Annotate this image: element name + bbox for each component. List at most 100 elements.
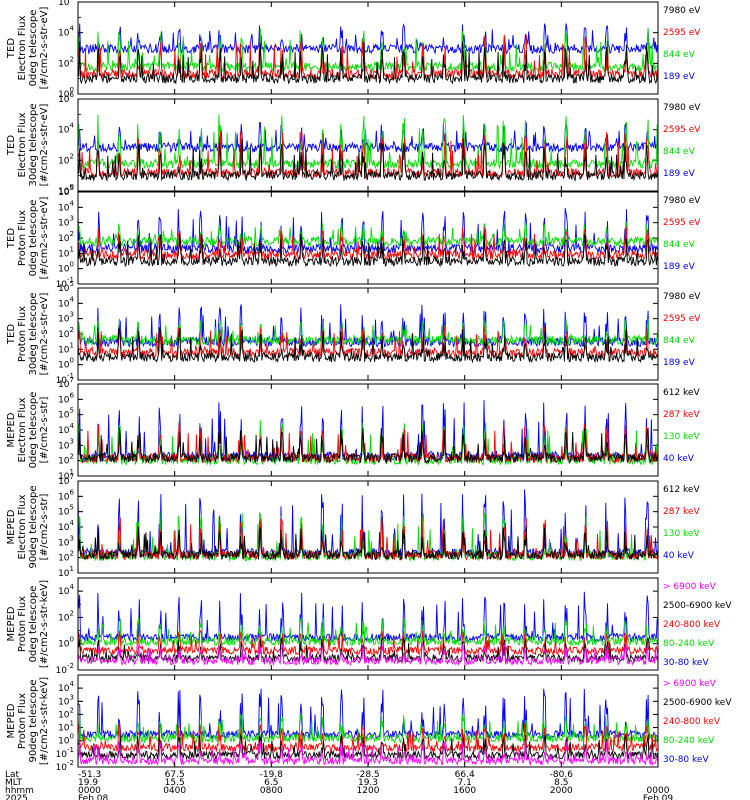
y-tick-label: 104 — [58, 25, 74, 39]
series-line — [78, 642, 658, 667]
y-label-line: 0deg telescope — [28, 10, 39, 87]
y-label-line: [#/cm2-s-str-keV] — [39, 580, 50, 668]
y-label-line: TED — [6, 228, 17, 249]
legend-entry: 287 keV — [663, 507, 700, 517]
panel-5: MEPED Electron Flux 0deg telescope [#/cm2-s… — [6, 376, 700, 482]
y-tick-label: 100 — [58, 636, 74, 650]
series-line — [78, 221, 658, 248]
y-tick-label: 101 — [58, 468, 74, 482]
x-row-label: MLT — [5, 778, 23, 788]
y-tick-label: 107 — [58, 473, 74, 487]
y-tick-label: 102 — [58, 55, 74, 69]
legend-entry: 844 eV — [663, 50, 696, 60]
y-label-line: [#/cm2-s-str-eV] — [39, 7, 50, 90]
legend-entry: 2595 eV — [663, 125, 701, 135]
y-label-line: 90deg telescope — [28, 679, 39, 762]
panel-6: MEPED Electron Flux 90deg telescope [#/cm2-… — [6, 473, 700, 579]
y-axis-label: TED Proton Flux 0deg telescope [#/cm2-s-str… — [6, 197, 50, 280]
x-tick-label: Feb 08 — [78, 794, 109, 800]
panel-8: MEPED Proton Flux 90deg telescope [#/cm2-s-… — [6, 674, 732, 773]
y-label-line: [#/cm2-s-str-eV] — [39, 104, 50, 187]
series-line — [78, 233, 658, 268]
legend-entry: 612 keV — [663, 485, 700, 495]
x-tick-label: 0400 — [163, 786, 186, 796]
x-tick-label: 19.9 — [78, 778, 98, 788]
y-tick-label: 10-1 — [56, 746, 74, 760]
y-label-line: [#/cm2-s-str-keV] — [39, 677, 50, 765]
y-tick-label: 102 — [58, 152, 74, 166]
legend-entry: 40 keV — [663, 454, 695, 464]
legend-entry: 240-800 keV — [663, 620, 721, 630]
legend: 7980 eV 2595 eV 844 eV 189 eV — [663, 103, 701, 179]
series-line — [78, 114, 658, 171]
series-line — [78, 34, 658, 81]
legend-entry: 7980 eV — [663, 292, 701, 302]
series-line — [78, 318, 658, 347]
y-tick-label: 101 — [58, 341, 74, 355]
y-axis-label: MEPED Proton Flux 0deg telescope [#/cm2-s-s… — [6, 580, 50, 668]
y-tick-label: 10-2 — [56, 759, 74, 773]
y-label-line: Electron Flux — [17, 397, 28, 462]
y-label-line: 0deg telescope — [28, 586, 39, 663]
x-tick-label: 2000 — [550, 786, 573, 796]
series-line — [78, 636, 658, 664]
y-tick-label: 101 — [58, 245, 74, 259]
series-traces — [78, 304, 658, 364]
y-label-line: [#/cm2-s-str-eV] — [39, 197, 50, 280]
legend: 7980 eV 2595 eV 844 eV 189 eV — [663, 6, 701, 82]
legend-entry: 287 keV — [663, 410, 700, 420]
x-row-label: Lat — [5, 770, 20, 780]
y-tick-label: 104 — [58, 122, 74, 136]
series-line — [78, 713, 658, 744]
legend-entry: 40 keV — [663, 551, 695, 561]
legend-entry: 189 eV — [663, 358, 696, 368]
legend: 612 keV 287 keV 130 keV 40 keV — [663, 388, 700, 464]
x-tick-label: 0000 — [647, 786, 670, 796]
x-tick-label: -80.6 — [550, 770, 574, 780]
x-tick-label: 67.5 — [165, 770, 185, 780]
y-tick-label: 106 — [58, 488, 74, 502]
y-label-line: [#/cm2-s-str] — [39, 493, 50, 560]
x-tick-label: -28.5 — [356, 770, 379, 780]
y-label-line: 30deg telescope — [28, 103, 39, 186]
y-axis-label: MEPED Electron Flux 0deg telescope [#/cm2-s… — [6, 392, 50, 469]
y-tick-label: 102 — [58, 609, 74, 623]
y-label-line: TED — [6, 135, 17, 156]
y-label-line: Proton Flux — [17, 596, 28, 652]
legend-entry: 130 keV — [663, 432, 700, 442]
x-tick-label: 19.3 — [358, 778, 378, 788]
legend: 612 keV 287 keV 130 keV 40 keV — [663, 485, 700, 561]
legend-entry: > 6900 keV — [663, 582, 717, 592]
y-label-line: MEPED — [6, 606, 17, 641]
y-axis-label: TED Electron Flux 0deg telescope [#/cm2-s-s… — [6, 7, 50, 90]
y-label-line: Proton Flux — [17, 210, 28, 266]
y-tick-label: 104 — [58, 422, 74, 436]
legend-entry: 2500-6900 keV — [663, 601, 732, 611]
y-tick-label: 10-1 — [56, 276, 74, 290]
series-line — [78, 722, 658, 753]
x-tick-label: -19.8 — [260, 770, 284, 780]
x-tick-label: -51.3 — [78, 770, 101, 780]
x-tick-label: 15.5 — [165, 778, 185, 788]
series-line — [78, 208, 658, 255]
y-tick-label: 102 — [58, 550, 74, 564]
legend-entry: 30-80 keV — [663, 658, 709, 668]
legend-entry: 240-800 keV — [663, 717, 721, 727]
legend-entry: 80-240 keV — [663, 639, 715, 649]
legend-entry: 130 keV — [663, 529, 700, 539]
x-tick-label: 8.5 — [554, 778, 568, 788]
y-tick-label: 101 — [58, 565, 74, 579]
series-line — [78, 526, 658, 561]
y-label-line: TED — [6, 324, 17, 345]
legend-entry: 2500-6900 keV — [663, 698, 732, 708]
x-tick-label: 0800 — [260, 786, 283, 796]
y-label-line: MEPED — [6, 703, 17, 738]
series-traces — [78, 208, 658, 268]
panel-2: TED Electron Flux 30deg telescope [#/cm2-s-… — [6, 91, 701, 197]
y-tick-label: 102 — [58, 706, 74, 720]
y-label-line: Electron Flux — [17, 15, 28, 80]
series-traces — [78, 688, 658, 767]
y-tick-label: 106 — [58, 391, 74, 405]
legend-entry: 30-80 keV — [663, 755, 709, 765]
